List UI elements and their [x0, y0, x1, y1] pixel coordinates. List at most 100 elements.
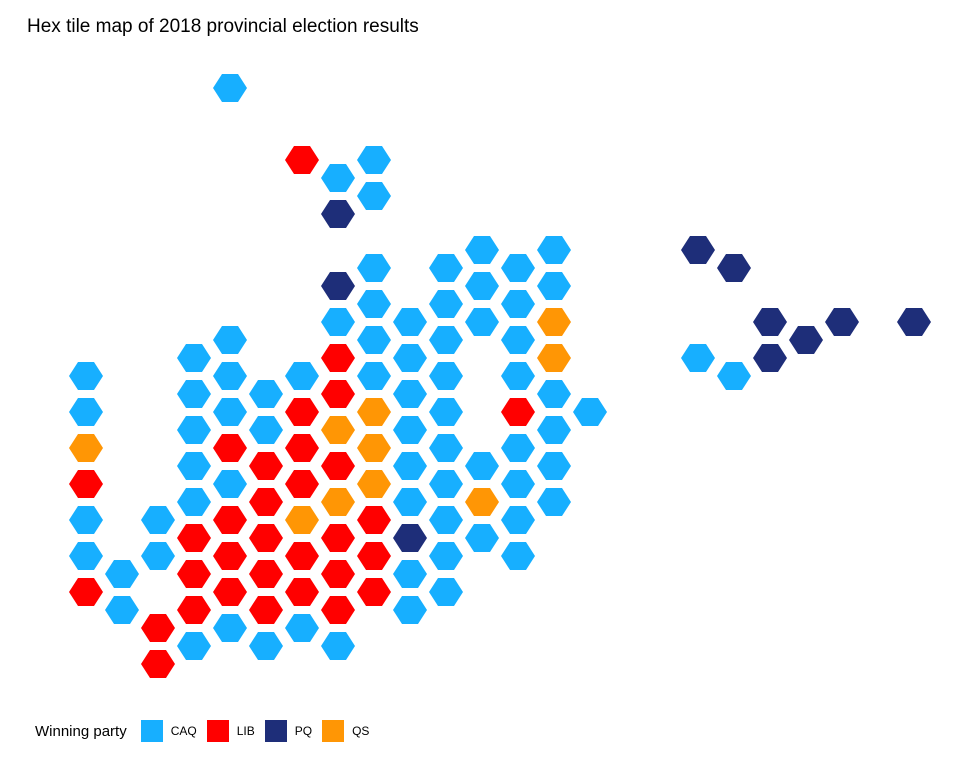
hex-tile-caq	[69, 362, 103, 390]
hex-tile-caq	[249, 632, 283, 660]
hex-tile-caq	[465, 272, 499, 300]
hex-tile-caq	[177, 344, 211, 372]
hex-tile-caq	[357, 146, 391, 174]
hex-tile-caq	[177, 452, 211, 480]
legend-label-qs: QS	[352, 724, 370, 738]
hex-tile-lib	[321, 380, 355, 408]
hex-tile-caq	[501, 470, 535, 498]
hex-tile-caq	[429, 470, 463, 498]
hex-tile-qs	[321, 416, 355, 444]
hex-tile-pq	[717, 254, 751, 282]
hex-tile-lib	[249, 488, 283, 516]
legend: Winning party CAQ LIB PQ QS	[35, 718, 373, 744]
hex-tile-lib	[177, 560, 211, 588]
legend-item-caq: CAQ	[140, 720, 201, 742]
hex-tile-lib	[249, 560, 283, 588]
hex-tile-caq	[69, 506, 103, 534]
hex-tile-caq	[465, 524, 499, 552]
hex-tile-qs	[537, 344, 571, 372]
legend-swatch-pq	[264, 720, 287, 742]
hex-tile-caq	[213, 614, 247, 642]
hex-tile-lib	[213, 578, 247, 606]
hex-tile-caq	[321, 308, 355, 336]
hex-tile-caq	[141, 506, 175, 534]
hex-tile-lib	[285, 542, 319, 570]
hex-tile-caq	[537, 380, 571, 408]
hex-tile-caq	[537, 452, 571, 480]
hex-tile-lib	[321, 452, 355, 480]
hex-tile-caq	[393, 344, 427, 372]
legend-swatch-caq	[140, 720, 163, 742]
hex-tile-pq	[393, 524, 427, 552]
hex-tile-caq	[465, 452, 499, 480]
hex-tile-caq	[573, 398, 607, 426]
hex-tile-pq	[321, 200, 355, 228]
hex-tile-caq	[321, 632, 355, 660]
hex-tile-caq	[537, 416, 571, 444]
legend-title: Winning party	[35, 722, 127, 740]
hex-tile-caq	[357, 362, 391, 390]
hex-tile-caq	[429, 362, 463, 390]
hex-tile-caq	[393, 452, 427, 480]
hex-tile-lib	[285, 398, 319, 426]
hex-tile-caq	[501, 506, 535, 534]
hex-tile-caq	[285, 614, 319, 642]
hex-tile-caq	[393, 488, 427, 516]
hex-tile-caq	[429, 290, 463, 318]
hex-tile-lib	[249, 524, 283, 552]
hex-tile-lib	[141, 614, 175, 642]
hex-tile-caq	[105, 560, 139, 588]
hex-tile-caq	[501, 290, 535, 318]
hex-tile-caq	[501, 542, 535, 570]
hex-tile-lib	[69, 578, 103, 606]
hex-tile-lib	[321, 560, 355, 588]
hex-tile-qs	[357, 470, 391, 498]
hex-tile-qs	[285, 506, 319, 534]
hex-tile-lib	[213, 434, 247, 462]
hex-tile-caq	[357, 182, 391, 210]
hex-tile-lib	[213, 542, 247, 570]
hex-tile-caq	[429, 254, 463, 282]
hex-tile-qs	[537, 308, 571, 336]
hex-tile-lib	[69, 470, 103, 498]
hex-tile-caq	[393, 308, 427, 336]
hex-tile-caq	[213, 362, 247, 390]
hex-tile-caq	[393, 416, 427, 444]
hex-tile-caq	[537, 236, 571, 264]
hex-tile-caq	[177, 632, 211, 660]
hex-tile-lib	[285, 434, 319, 462]
hex-tile-lib	[357, 506, 391, 534]
hex-tile-lib	[501, 398, 535, 426]
hex-tile-caq	[429, 542, 463, 570]
legend-swatch-lib	[206, 720, 229, 742]
hex-tile-lib	[321, 524, 355, 552]
hex-tile-caq	[177, 488, 211, 516]
hex-tile-caq	[429, 578, 463, 606]
hex-tile-pq	[753, 344, 787, 372]
hex-tile-pq	[825, 308, 859, 336]
hex-tile-lib	[285, 146, 319, 174]
hex-tile-lib	[177, 524, 211, 552]
legend-item-qs: QS	[322, 720, 373, 742]
hex-tile-lib	[285, 578, 319, 606]
hex-tile-caq	[177, 380, 211, 408]
hex-tile-caq	[465, 236, 499, 264]
hex-tile-caq	[357, 254, 391, 282]
hex-tile-qs	[465, 488, 499, 516]
legend-item-lib: LIB	[206, 720, 259, 742]
hex-tile-caq	[69, 398, 103, 426]
hex-tile-lib	[141, 650, 175, 678]
hex-tile-caq	[357, 326, 391, 354]
hex-tile-caq	[393, 596, 427, 624]
hex-tile-caq	[285, 362, 319, 390]
legend-label-pq: PQ	[294, 724, 313, 738]
hex-tile-caq	[681, 344, 715, 372]
legend-item-pq: PQ	[264, 720, 316, 742]
hex-tile-lib	[213, 506, 247, 534]
legend-label-caq: CAQ	[170, 724, 197, 738]
hex-tile-caq	[717, 362, 751, 390]
hex-tile-lib	[321, 344, 355, 372]
hex-tile-caq	[393, 560, 427, 588]
hex-tile-pq	[321, 272, 355, 300]
hex-tile-caq	[465, 308, 499, 336]
